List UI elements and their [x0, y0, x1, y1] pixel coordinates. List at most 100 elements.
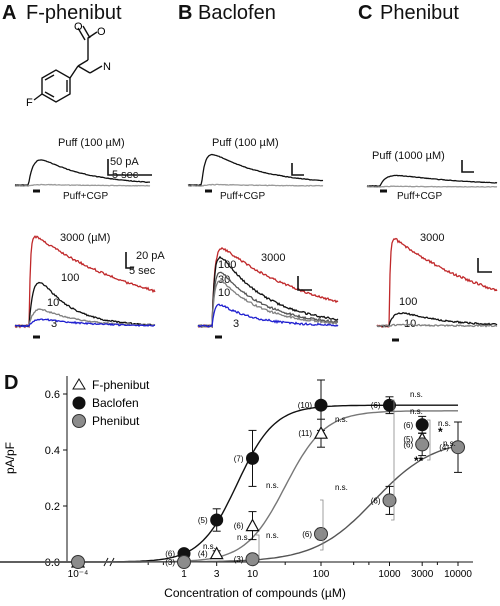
point-phenibut	[245, 552, 260, 567]
dose-3-b: 3	[233, 318, 240, 330]
point-baclofen	[210, 513, 224, 527]
y-tick-label: 0.2	[45, 501, 60, 513]
dose-30-b: 30	[218, 274, 231, 286]
cgp-label-b: Puff+CGP	[220, 191, 266, 202]
ns-label: n.s.	[443, 439, 456, 448]
x-tick-label: 10000	[444, 569, 472, 580]
fit-curve-baclofen	[0, 404, 458, 563]
ns-label: n.s.	[237, 533, 250, 542]
panel-a-title: F-phenibut	[26, 2, 122, 24]
y-tick-label: 0.6	[45, 389, 60, 401]
x-tick-label: 1	[181, 569, 187, 580]
x-tick-label: 3	[214, 569, 220, 580]
cgp-label-c: Puff+CGP	[397, 191, 443, 202]
point-baclofen	[246, 451, 259, 465]
n-label: (11)	[298, 429, 312, 438]
panel-d-letter: D	[4, 372, 19, 394]
puff-label-b: Puff (100 µM)	[212, 137, 279, 149]
dose-3000-trace-b	[197, 246, 339, 328]
dose-3000-c: 3000	[420, 232, 445, 244]
puff-trace-b	[187, 153, 324, 186]
significance-star: **	[414, 454, 424, 468]
scale2-sec-a: 5 sec	[129, 265, 156, 277]
legend-gray-circle-icon	[72, 414, 86, 428]
panel-b-title: Baclofen	[198, 2, 276, 24]
panel-c-letter: C	[358, 2, 373, 24]
point-f-phenibut	[209, 546, 224, 560]
panel-c-title: Phenibut	[380, 2, 459, 24]
dose-10-a: 10	[47, 297, 60, 309]
amine-n: N	[103, 61, 111, 73]
point-phenibut	[415, 437, 430, 452]
scale-pa-a: 50 pA	[110, 156, 139, 168]
n-label: (6)	[234, 522, 244, 531]
dose-100-trace-a	[15, 281, 155, 328]
n-label: (10)	[298, 401, 313, 410]
x-tick-label: 3000	[411, 569, 434, 580]
n-label: (6)	[165, 550, 175, 559]
legend-triangle-icon	[72, 378, 86, 390]
significance-star: *	[438, 425, 443, 439]
x-tick-label: 10	[247, 569, 259, 580]
dose-response-chart: Concentration of compounds (µM) pA/pF F-…	[0, 376, 473, 600]
point-phenibut	[71, 555, 85, 569]
x-tick-label: 10⁻⁴	[68, 569, 89, 580]
puff-trace-c	[366, 174, 498, 187]
n-label: (6)	[371, 496, 381, 505]
legend-baclofen: Baclofen	[92, 396, 139, 410]
n-label: (5)	[403, 435, 413, 444]
x-tick-label: 100	[313, 569, 330, 580]
current-traces	[14, 153, 498, 342]
ns-label: n.s.	[410, 407, 423, 416]
n-label: (3)	[165, 558, 175, 567]
dose-3000-a: 3000 (µM)	[60, 232, 111, 244]
legend-f-phenibut: F-phenibut	[92, 378, 150, 392]
point-baclofen	[314, 398, 328, 412]
comparison-bracket	[256, 534, 260, 558]
y-axis-label: pA/pF	[3, 442, 17, 474]
x-tick-label: 1000	[378, 569, 401, 580]
point-phenibut	[451, 440, 465, 455]
dose-3000-b: 3000	[261, 252, 286, 264]
carbonyl-o: O	[74, 21, 83, 33]
point-phenibut	[177, 555, 191, 569]
comparison-bracket	[427, 419, 431, 461]
dose-3-trace-b	[198, 303, 339, 328]
ns-label: n.s.	[335, 415, 348, 424]
n-label: (5)	[198, 516, 208, 525]
scale2-pa-a: 20 pA	[136, 250, 165, 262]
dose-10-trace-c	[376, 323, 498, 328]
dose-10-trace-b	[197, 279, 339, 328]
n-label: (4)	[439, 443, 449, 452]
panel-a-letter: A	[2, 2, 17, 24]
legend-phenibut: Phenibut	[92, 414, 140, 428]
comparison-bracket	[320, 499, 324, 551]
dose-30-trace-b	[197, 271, 339, 328]
cgp-trace-b	[188, 183, 324, 187]
scale-bar-c2	[477, 258, 492, 273]
ns-label: n.s.	[438, 419, 451, 428]
comparison-bracket	[391, 399, 395, 521]
dose-3-trace-a	[14, 318, 156, 328]
scale-bar-b	[291, 163, 304, 176]
ns-label: n.s.	[203, 542, 216, 551]
cgp-trace-c	[366, 185, 498, 188]
f-phenibut-structure: O O N F	[26, 21, 111, 109]
n-label: (7)	[234, 454, 244, 463]
scale-bar-b2	[297, 276, 312, 291]
point-f-phenibut	[245, 518, 260, 532]
puff-label-a: Puff (100 µM)	[58, 137, 125, 149]
puff-label-c: Puff (1000 µM)	[372, 150, 445, 162]
fluoro-substituent: F	[26, 97, 33, 109]
y-tick-label: 0.0	[45, 557, 60, 569]
dose-3000-trace-a	[14, 235, 156, 329]
n-label: (4)	[198, 550, 208, 559]
ns-label: n.s.	[335, 483, 348, 492]
hydroxyl-o: O	[97, 26, 106, 38]
ns-label: n.s.	[410, 390, 423, 399]
scale-bar-c	[461, 160, 474, 173]
n-label: (6)	[302, 530, 312, 539]
dose-10-b: 10	[218, 287, 231, 299]
point-baclofen	[415, 418, 429, 432]
n-label: (6)	[403, 440, 413, 449]
